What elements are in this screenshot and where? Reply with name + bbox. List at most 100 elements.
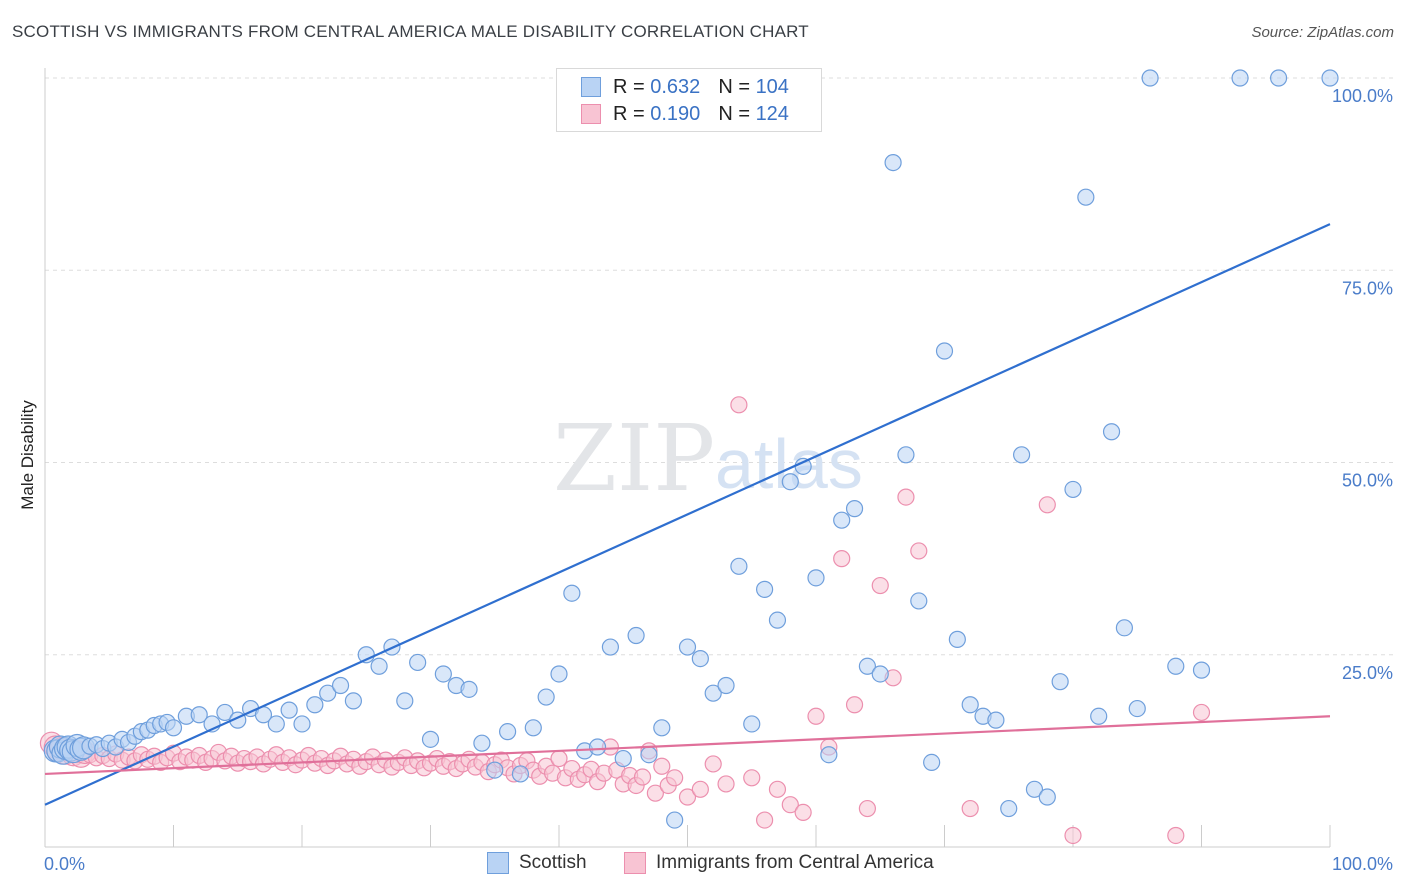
stats-legend: R = 0.632 N = 104 R = 0.190 N = 124 [556, 68, 822, 132]
immigrants-point [961, 799, 979, 818]
scottish-point [537, 688, 555, 706]
legend-swatch-pink [581, 104, 601, 124]
immigrants-point [717, 775, 735, 793]
legend-r-value: 0.632 [650, 75, 701, 98]
immigrants-point [871, 576, 889, 595]
legend-item-immigrants[interactable]: Immigrants from Central America [624, 852, 934, 874]
scottish-point [1064, 480, 1082, 499]
immigrants-point [678, 788, 697, 806]
immigrants-point [1167, 826, 1185, 845]
scottish-point [511, 765, 530, 783]
scottish-point [1012, 446, 1031, 464]
scottish-point [948, 630, 966, 648]
scottish-point [717, 676, 735, 695]
scottish-point [961, 696, 979, 714]
legend-n-label: N = [718, 75, 750, 98]
immigrants-point [897, 488, 915, 506]
scottish-point [807, 569, 825, 587]
x-tick-label: 0.0% [44, 854, 85, 874]
scottish-point [409, 653, 427, 672]
scottish-point [421, 730, 440, 748]
legend-r-label: R = [613, 102, 645, 125]
scottish-point [678, 638, 697, 656]
scottish-point [704, 684, 722, 702]
scottish-point [280, 701, 298, 719]
immigrants-point [768, 780, 787, 798]
immigrants-point [633, 768, 652, 786]
scottish-point [396, 692, 414, 710]
y-tick-label: 75.0% [1342, 278, 1393, 298]
scottish-point [216, 703, 234, 722]
scottish-point [1141, 69, 1159, 87]
scottish-point [434, 665, 452, 683]
scottish-trend-line [44, 223, 1331, 806]
immigrants-point [646, 784, 664, 802]
legend-n-value: 124 [755, 102, 789, 125]
scottish-point [344, 692, 362, 710]
scottish-point [293, 715, 311, 733]
legend-swatch-blue [581, 77, 601, 97]
scottish-point [743, 715, 761, 733]
scottish-point [588, 738, 607, 756]
immigrants-point [781, 796, 799, 814]
y-tick-labels: 25.0% 50.0% 75.0% 100.0% [1332, 86, 1393, 683]
scottish-point [614, 749, 632, 768]
scottish-point [1077, 188, 1095, 206]
scottish-point [884, 153, 902, 172]
scottish-point [1269, 69, 1288, 87]
immigrants-point [653, 757, 671, 775]
immigrants-point [666, 769, 684, 787]
legend-label-scottish: Scottish [519, 852, 587, 873]
y-axis-label: Male Disability [18, 400, 37, 510]
legend-item-scottish[interactable]: Scottish [487, 852, 587, 874]
immigrants-point [755, 811, 774, 829]
legend-swatch-scottish [487, 852, 509, 874]
scottish-point [730, 557, 748, 575]
y-tick-label: 25.0% [1342, 663, 1393, 683]
scottish-point [1231, 69, 1249, 87]
legend-row-immigrants: R = 0.190 N = 124 [581, 102, 789, 126]
legend-swatch-immigrants [624, 852, 646, 874]
legend-row-scottish: R = 0.632 N = 104 [581, 75, 789, 99]
scottish-point [781, 473, 799, 491]
immigrants-point [794, 803, 812, 821]
scottish-point [755, 580, 774, 598]
scottish-point [858, 657, 877, 675]
watermark-zip: ZIP [553, 405, 715, 512]
scottish-point [499, 723, 517, 741]
scottish-point [1167, 657, 1185, 675]
scottish-point [524, 719, 542, 737]
immigrants-point [910, 542, 928, 560]
scottish-point [1128, 699, 1146, 718]
scottish-point [601, 638, 620, 656]
scottish-point [460, 680, 478, 698]
series-legend: Scottish Immigrants from Central America [0, 852, 1406, 878]
scottish-point [164, 719, 183, 737]
scottish-point [1000, 799, 1018, 818]
legend-n-value: 104 [755, 75, 789, 98]
immigrants-point [691, 780, 709, 798]
scottish-point [190, 706, 208, 724]
scottish-point [987, 711, 1005, 729]
scottish-point [640, 746, 658, 764]
scottish-point [897, 446, 915, 464]
immigrants-point [845, 696, 864, 714]
immigrants-point [730, 396, 748, 414]
immigrants-point [833, 550, 851, 568]
scottish-point [653, 719, 671, 737]
trend-lines [44, 223, 1331, 806]
scottish-point [768, 611, 787, 629]
scottish-point [370, 657, 388, 675]
scottish-point [910, 592, 928, 610]
immigrants-point [1192, 703, 1211, 722]
scottish-points [43, 69, 1339, 829]
scottish-point [1192, 661, 1211, 679]
scottish-point [486, 761, 504, 779]
scottish-point [820, 746, 838, 764]
scottish-point [550, 665, 568, 683]
watermark: ZIP atlas [553, 405, 863, 512]
scottish-point [666, 811, 684, 829]
scottish-point [871, 665, 889, 683]
chart-title: SCOTTISH VS IMMIGRANTS FROM CENTRAL AMER… [12, 22, 809, 41]
